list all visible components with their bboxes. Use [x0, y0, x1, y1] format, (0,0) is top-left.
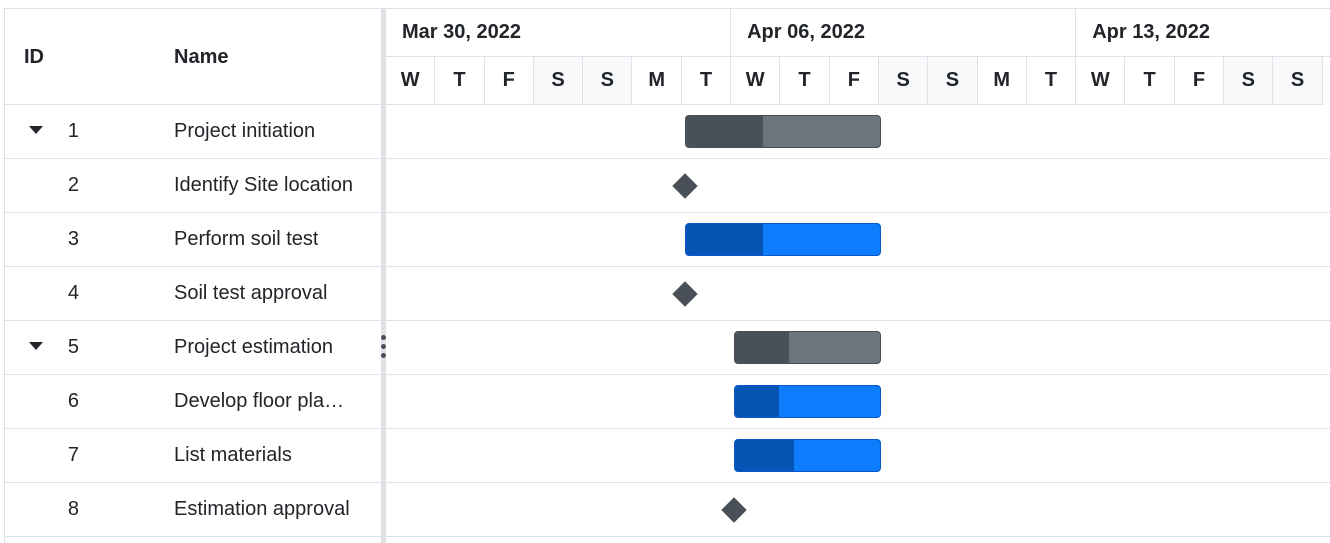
task-name-text: Develop floor pla…: [174, 390, 345, 412]
week-header: Apr 06, 2022: [731, 9, 1077, 57]
task-bar[interactable]: [734, 385, 881, 418]
summary-task-bar[interactable]: [684, 115, 881, 148]
gantt-chart: ID Name 1 Project initiation 2 Identify Sit…: [4, 8, 1330, 543]
day-header: S: [1273, 57, 1323, 105]
task-progress[interactable]: [735, 332, 789, 363]
task-name-cell: Soil test approval: [174, 267, 366, 320]
grid-header: ID Name: [5, 9, 381, 105]
task-name-text: List materials: [174, 444, 292, 466]
task-name-cell: Develop floor pla…: [174, 375, 366, 428]
pane-splitter[interactable]: [381, 9, 386, 543]
task-id-cell: 1: [67, 120, 79, 142]
task-id-cell: 3: [67, 228, 79, 250]
task-name-cell: Perform soil test: [174, 213, 366, 266]
day-header: T: [435, 57, 485, 105]
chart-row: [386, 375, 1330, 429]
day-header: S: [928, 57, 978, 105]
chart-row: [386, 321, 1330, 375]
day-header: T: [780, 57, 830, 105]
chart-row: [386, 213, 1330, 267]
day-header: W: [1076, 57, 1126, 105]
task-id-cell: 4: [67, 282, 79, 304]
week-header: Apr 13, 2022: [1076, 9, 1330, 57]
day-header: F: [1174, 57, 1225, 105]
task-name-text: Project initiation: [174, 120, 316, 142]
milestone-diamond[interactable]: [721, 497, 747, 523]
chart-row: [386, 267, 1330, 321]
task-name-cell: List materials: [174, 429, 366, 482]
task-progress[interactable]: [685, 224, 764, 255]
task-progress[interactable]: [735, 440, 795, 471]
day-header: W: [731, 57, 781, 105]
task-id-cell: 2: [67, 174, 79, 196]
task-name-text: Perform soil test: [174, 228, 319, 250]
table-row[interactable]: 8 Estimation approval: [5, 483, 381, 537]
day-header: W: [386, 57, 436, 105]
milestone-diamond[interactable]: [672, 281, 698, 307]
task-name-cell: Project initiation: [174, 105, 366, 158]
task-name-cell: Estimation approval: [174, 483, 366, 536]
day-header: T: [681, 57, 732, 105]
task-bar[interactable]: [684, 223, 881, 256]
task-name-cell: Identify Site location: [174, 159, 366, 212]
milestone-diamond[interactable]: [672, 173, 698, 199]
table-row[interactable]: 2 Identify Site location: [5, 159, 381, 213]
vertical-dots-icon[interactable]: [381, 335, 386, 359]
task-name-text: Soil test approval: [174, 282, 328, 304]
day-header: S: [583, 57, 633, 105]
task-grid: ID Name 1 Project initiation 2 Identify Sit…: [5, 9, 381, 543]
task-id-cell: 6: [67, 390, 79, 412]
day-header: S: [879, 57, 929, 105]
summary-task-bar[interactable]: [734, 331, 881, 364]
day-header: F: [829, 57, 879, 105]
task-name-text: Estimation approval: [174, 498, 350, 520]
column-header-name[interactable]: Name: [174, 45, 229, 68]
day-header: M: [977, 57, 1027, 105]
table-row[interactable]: 1 Project initiation: [5, 105, 381, 159]
caret-down-icon[interactable]: [29, 126, 43, 134]
task-name-cell: Project estimation: [174, 321, 366, 374]
day-header: S: [1224, 57, 1274, 105]
table-row[interactable]: 5 Project estimation: [5, 321, 381, 375]
day-header: S: [533, 57, 584, 105]
day-header: F: [484, 57, 534, 105]
chart-row: [386, 429, 1330, 483]
table-row[interactable]: 4 Soil test approval: [5, 267, 381, 321]
day-header: M: [632, 57, 682, 105]
caret-down-icon[interactable]: [29, 342, 43, 350]
task-id-cell: 8: [67, 498, 79, 520]
task-name-text: Project estimation: [174, 336, 333, 358]
table-row[interactable]: 7 List materials: [5, 429, 381, 483]
chart-row: [386, 105, 1330, 159]
table-row[interactable]: 3 Perform soil test: [5, 213, 381, 267]
table-row[interactable]: 6 Develop floor pla…: [5, 375, 381, 429]
task-progress[interactable]: [685, 116, 764, 147]
day-header: T: [1125, 57, 1175, 105]
day-header: T: [1026, 57, 1077, 105]
task-id-cell: 7: [67, 444, 79, 466]
task-bar[interactable]: [734, 439, 881, 472]
task-name-text: Identify Site location: [174, 174, 353, 196]
timeline-chart: Mar 30, 2022 Apr 06, 2022 Apr 13, 2022 W T F S…: [386, 9, 1330, 543]
task-progress[interactable]: [735, 386, 779, 417]
chart-row: [386, 483, 1330, 537]
column-header-id[interactable]: ID: [24, 45, 44, 68]
task-id-cell: 5: [67, 336, 79, 358]
week-header: Mar 30, 2022: [386, 9, 732, 57]
chart-row: [386, 159, 1330, 213]
